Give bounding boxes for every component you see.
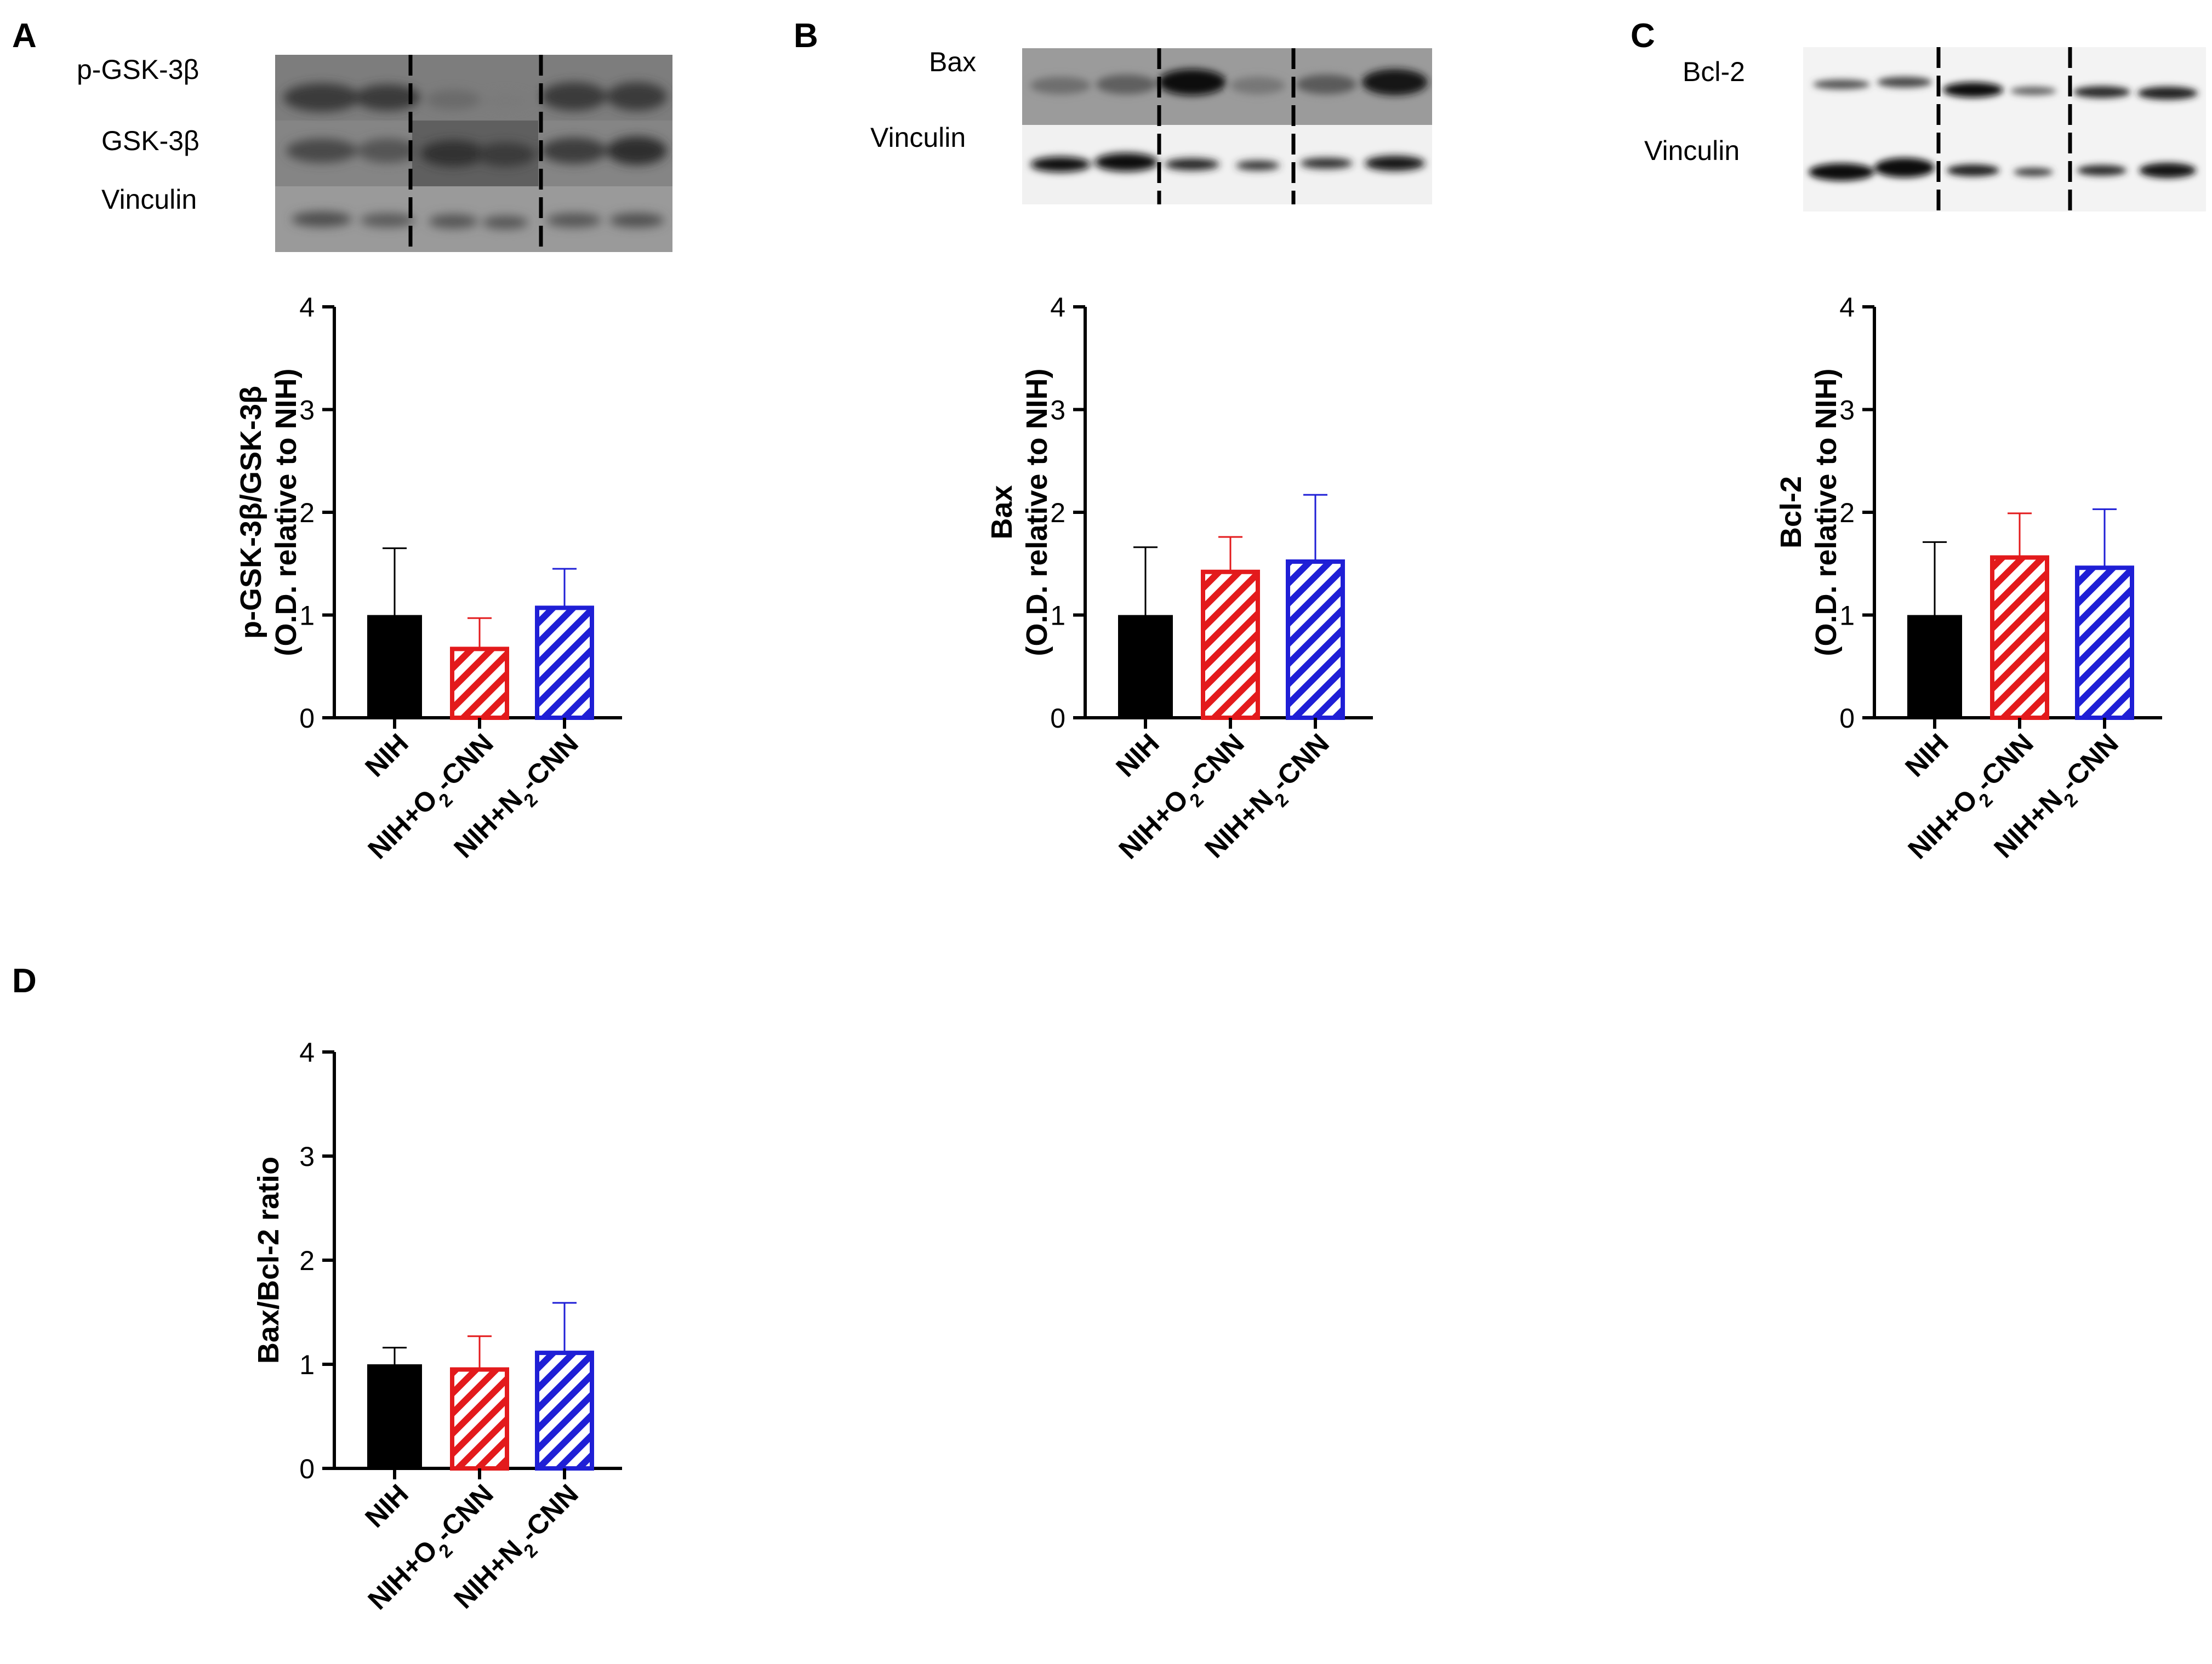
y-tick-label: 0 xyxy=(1050,703,1065,734)
bar-nih xyxy=(1118,615,1173,718)
y-tick-label: 0 xyxy=(1839,703,1855,734)
y-axis-label: Bcl-2 xyxy=(1775,476,1808,548)
y-tick-label: 2 xyxy=(1050,498,1065,528)
y-tick-label: 3 xyxy=(299,395,315,426)
band-label-vinculin-c: Vinculin xyxy=(1644,135,1740,166)
band-label-gsk3b: GSK-3β xyxy=(101,125,199,156)
bar-chart-a: 0 1 2 3 4 p-GSK-3β/GSK-3β (O.D. relative to NI… xyxy=(235,292,622,871)
y-tick-label: 0 xyxy=(299,1454,315,1484)
bar-o2-cnn xyxy=(450,1367,509,1471)
y-tick-label: 1 xyxy=(1050,601,1065,631)
bar-n2-cnn xyxy=(2075,565,2134,720)
y-axis-label: (O.D. relative to NIH) xyxy=(1810,368,1843,656)
y-tick-label: 4 xyxy=(299,1037,315,1068)
western-blot-c xyxy=(1803,47,2206,211)
y-axis-label: (O.D. relative to NIH) xyxy=(270,368,303,656)
y-tick-label: 1 xyxy=(299,601,315,631)
bar-n2-cnn xyxy=(1286,559,1345,720)
x-tick-label: NIH xyxy=(359,728,414,782)
panel-letter-b: B xyxy=(794,17,818,55)
bar-nih xyxy=(1907,615,1962,718)
bar-n2-cnn xyxy=(535,1351,594,1471)
bar-o2-cnn xyxy=(1990,555,2049,720)
bar-nih xyxy=(367,615,422,718)
y-axis-label: Bax xyxy=(985,485,1018,539)
panel-letter-d: D xyxy=(12,962,37,1000)
y-tick-label: 2 xyxy=(299,498,315,528)
y-tick-label: 4 xyxy=(299,292,315,323)
x-tick-label: NIH xyxy=(1899,728,1954,782)
band-label-vinculin-b: Vinculin xyxy=(870,122,966,153)
band-label-vinculin-a: Vinculin xyxy=(101,184,197,215)
y-tick-label: 2 xyxy=(1839,498,1855,528)
bar-nih xyxy=(367,1364,422,1468)
y-tick-label: 1 xyxy=(299,1350,315,1380)
y-axis-label: p-GSK-3β/GSK-3β xyxy=(235,386,267,639)
y-tick-label: 3 xyxy=(1839,395,1855,426)
bar-n2-cnn xyxy=(535,605,594,720)
y-tick-label: 3 xyxy=(299,1141,315,1172)
bar-o2-cnn xyxy=(450,647,509,720)
y-tick-label: 3 xyxy=(1050,395,1065,426)
y-axis-label: (O.D. relative to NIH) xyxy=(1021,368,1053,656)
bar-o2-cnn xyxy=(1201,569,1260,720)
y-tick-label: 2 xyxy=(299,1245,315,1276)
y-tick-label: 1 xyxy=(1839,601,1855,631)
panel-letter-c: C xyxy=(1631,17,1655,55)
y-tick-label: 0 xyxy=(299,703,315,734)
x-tick-label: NIH xyxy=(1110,728,1165,782)
western-blot-a xyxy=(275,55,672,252)
band-label-p-gsk3b: p-GSK-3β xyxy=(77,54,199,85)
y-tick-label: 4 xyxy=(1839,292,1855,323)
band-label-bax: Bax xyxy=(929,47,977,77)
y-tick-label: 4 xyxy=(1050,292,1065,323)
panel-letter-a: A xyxy=(12,17,37,55)
x-tick-label: NIH xyxy=(359,1478,414,1533)
band-label-bcl2: Bcl-2 xyxy=(1683,56,1745,87)
western-blot-b xyxy=(1022,48,1432,204)
y-axis-label: Bax/Bcl-2 ratio xyxy=(252,1157,285,1364)
